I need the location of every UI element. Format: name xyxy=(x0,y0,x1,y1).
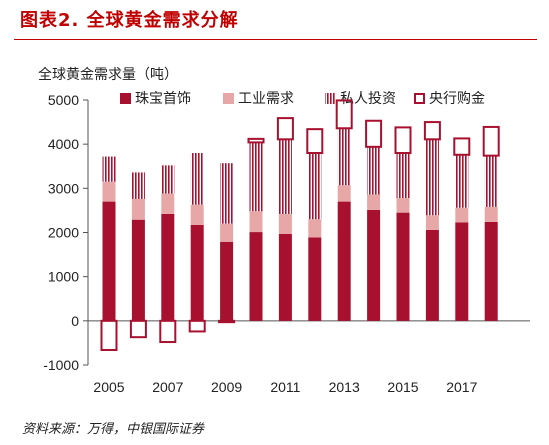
bar-industrial xyxy=(190,204,204,225)
legend-label: 珠宝首饰 xyxy=(135,91,191,107)
bar-jewelry xyxy=(425,229,439,321)
legend-swatch xyxy=(223,93,234,104)
legend-swatch xyxy=(120,93,131,104)
bars xyxy=(100,99,500,351)
bar-jewelry xyxy=(249,232,263,321)
bar-central-bank xyxy=(276,117,294,141)
bar-central-bank xyxy=(335,99,353,130)
x-tick-label: 2007 xyxy=(152,379,183,395)
bar-jewelry xyxy=(396,212,410,321)
y-tick-label: -1000 xyxy=(43,357,79,373)
y-tick-label: 1000 xyxy=(48,269,79,285)
bar-industrial xyxy=(484,206,498,222)
bar-industrial xyxy=(455,207,469,223)
y-tick-label: 0 xyxy=(71,313,79,329)
bar-private-investment xyxy=(367,146,381,195)
bar-central-bank xyxy=(394,126,412,154)
x-tick-label: 2017 xyxy=(446,379,477,395)
bar-central-bank xyxy=(129,319,147,339)
bar-private-investment xyxy=(278,139,292,214)
bar-private-investment xyxy=(220,163,234,224)
x-tick-label: 2009 xyxy=(211,379,242,395)
bar-jewelry xyxy=(278,233,292,321)
bar-private-investment xyxy=(425,139,439,216)
bar-central-bank xyxy=(453,137,471,156)
legend-label: 私人投资 xyxy=(340,91,396,107)
bar-jewelry xyxy=(308,237,322,321)
bar-central-bank xyxy=(188,319,206,333)
bar-private-investment xyxy=(455,154,469,208)
bar-private-investment xyxy=(249,142,263,212)
bar-central-bank xyxy=(100,319,118,351)
x-tick-label: 2005 xyxy=(93,379,124,395)
y-tick-label: 3000 xyxy=(48,180,79,196)
legend-swatch xyxy=(325,93,336,104)
bar-industrial xyxy=(220,223,234,242)
bar-industrial xyxy=(249,211,263,233)
y-axis-title: 全球黄金需求量（吨） xyxy=(38,66,178,83)
bar-central-bank xyxy=(423,121,441,141)
bar-central-bank xyxy=(247,137,265,144)
bar-private-investment xyxy=(396,153,410,199)
bar-private-investment xyxy=(102,156,116,182)
bar-central-bank xyxy=(365,119,383,148)
legend-label: 工业需求 xyxy=(238,91,294,107)
legend-label: 央行购金 xyxy=(429,91,485,107)
x-axis: 2005 2007 2009 2011 2013 2015 2017 xyxy=(88,320,530,395)
bar-jewelry xyxy=(455,222,469,321)
x-tick-label: 2013 xyxy=(329,379,360,395)
bar-jewelry xyxy=(131,219,145,321)
bar-industrial xyxy=(308,219,322,238)
title-underline xyxy=(14,39,537,40)
legend-swatch xyxy=(414,93,425,104)
bar-jewelry xyxy=(337,201,351,321)
bar-industrial xyxy=(425,215,439,230)
bar-industrial xyxy=(102,181,116,202)
y-tick-label: 2000 xyxy=(48,225,79,241)
bar-private-investment xyxy=(308,153,322,220)
bar-industrial xyxy=(337,185,351,202)
source-note: 资料来源：万得，中银国际证券 xyxy=(22,422,205,437)
bar-central-bank xyxy=(306,128,324,154)
bar-jewelry xyxy=(161,213,175,321)
figure-title: 图表2. 全球黄金需求分解 xyxy=(20,10,239,31)
bar-private-investment xyxy=(131,172,145,199)
bar-industrial xyxy=(367,194,381,210)
bar-central-bank xyxy=(159,319,177,344)
legend: 珠宝首饰 工业需求 私人投资 央行购金 xyxy=(120,91,485,107)
bar-industrial xyxy=(161,193,175,214)
bar-jewelry xyxy=(190,224,204,321)
bar-jewelry xyxy=(484,221,498,321)
bar-private-investment xyxy=(190,153,204,205)
bar-private-investment xyxy=(484,155,498,207)
bar-jewelry xyxy=(220,241,234,321)
y-axis: -1000 0 1000 2000 3000 4000 5000 xyxy=(43,92,89,373)
bar-central-bank xyxy=(482,125,500,157)
bar-private-investment xyxy=(337,128,351,186)
x-tick-label: 2011 xyxy=(270,379,300,395)
bar-jewelry xyxy=(102,201,116,321)
bar-central-bank xyxy=(218,319,236,324)
bar-industrial xyxy=(396,198,410,213)
y-tick-label: 4000 xyxy=(48,136,79,152)
bar-industrial xyxy=(278,213,292,234)
bar-industrial xyxy=(131,198,145,220)
x-tick-label: 2015 xyxy=(387,379,418,395)
bar-private-investment xyxy=(161,165,175,194)
y-tick-label: 5000 xyxy=(48,92,79,108)
bar-jewelry xyxy=(367,209,381,321)
